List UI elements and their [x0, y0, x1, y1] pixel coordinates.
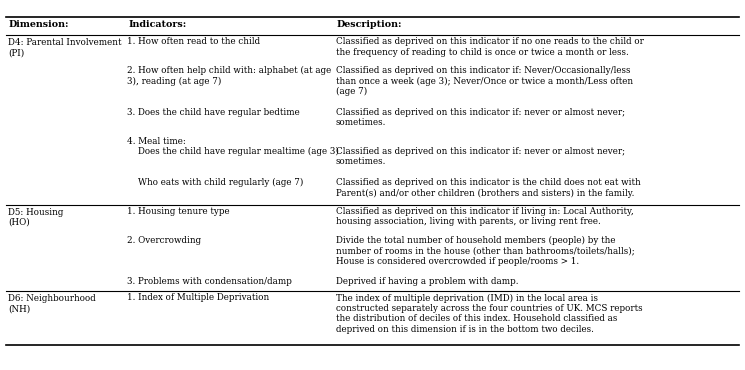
Text: D5: Housing
(HO): D5: Housing (HO)	[8, 208, 63, 227]
Text: 4. Meal time:
    Does the child have regular mealtime (age 3): 4. Meal time: Does the child have regula…	[127, 137, 339, 156]
Text: The index of multiple deprivation (IMD) in the local area is
constructed separat: The index of multiple deprivation (IMD) …	[336, 293, 643, 334]
Text: Deprived if having a problem with damp.: Deprived if having a problem with damp.	[336, 277, 519, 286]
Text: Divide the total number of household members (people) by the
number of rooms in : Divide the total number of household mem…	[336, 236, 635, 266]
Text: 1. Housing tenure type: 1. Housing tenure type	[127, 207, 230, 216]
Text: 1. How often read to the child: 1. How often read to the child	[127, 37, 261, 46]
Text: Description:: Description:	[337, 20, 402, 29]
Text: 2. Overcrowding: 2. Overcrowding	[127, 236, 201, 245]
Text: 3. Does the child have regular bedtime: 3. Does the child have regular bedtime	[127, 108, 300, 117]
Text: Classified as deprived on this indicator is the child does not eat with
Parent(s: Classified as deprived on this indicator…	[336, 178, 641, 198]
Text: D6: Neighbourhood
(NH): D6: Neighbourhood (NH)	[8, 294, 96, 313]
Text: 2. How often help child with: alphabet (at age
3), reading (at age 7): 2. How often help child with: alphabet (…	[127, 66, 332, 86]
Text: Classified as deprived on this indicator if: Never/Occasionally/less
than once a: Classified as deprived on this indicator…	[336, 66, 633, 96]
Text: Indicators:: Indicators:	[128, 20, 186, 29]
Text: Dimension:: Dimension:	[9, 20, 69, 29]
Text: 1. Index of Multiple Deprivation: 1. Index of Multiple Deprivation	[127, 293, 270, 302]
Text: Classified as deprived on this indicator if: never or almost never;
sometimes.: Classified as deprived on this indicator…	[336, 137, 625, 166]
Text: Classified as deprived on this indicator if no one reads to the child or
the fre: Classified as deprived on this indicator…	[336, 37, 644, 57]
Text: Who eats with child regularly (age 7): Who eats with child regularly (age 7)	[127, 178, 304, 187]
Text: D4: Parental Involvement
(PI): D4: Parental Involvement (PI)	[8, 38, 121, 57]
Text: Classified as deprived on this indicator if living in: Local Authority,
housing : Classified as deprived on this indicator…	[336, 207, 634, 226]
Text: Classified as deprived on this indicator if: never or almost never;
sometimes.: Classified as deprived on this indicator…	[336, 108, 625, 127]
Text: 3. Problems with condensation/damp: 3. Problems with condensation/damp	[127, 277, 292, 286]
